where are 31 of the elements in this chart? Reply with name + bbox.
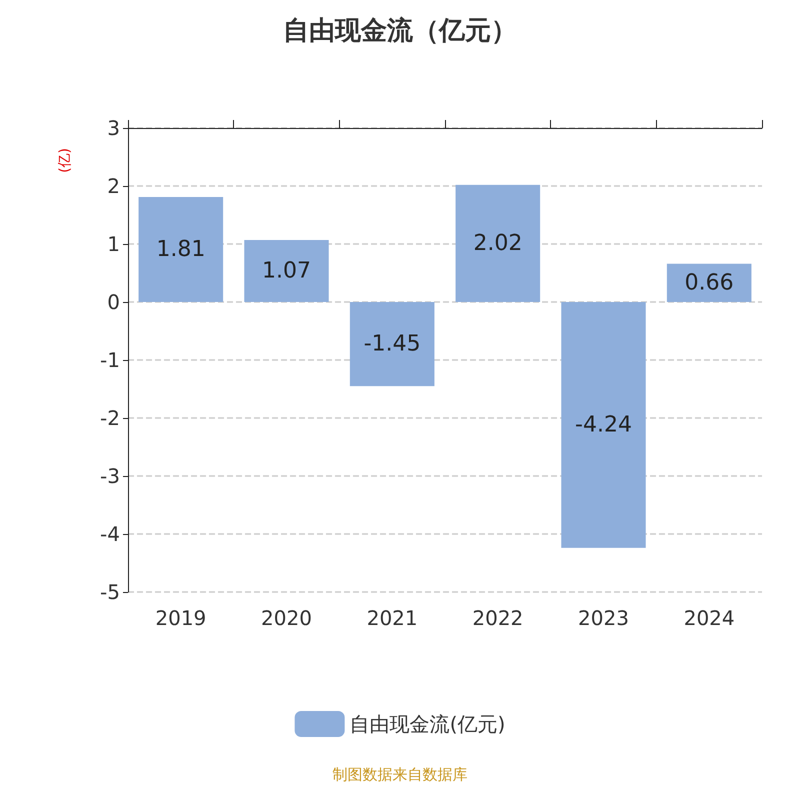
y-tick-label: 2 xyxy=(107,174,120,198)
y-axis-title: (亿) xyxy=(57,148,73,173)
y-tick-label: 1 xyxy=(107,232,120,256)
x-tick-label: 2019 xyxy=(155,606,206,630)
bar xyxy=(561,302,646,548)
y-tick-label: -5 xyxy=(100,580,120,604)
data-label: 1.07 xyxy=(262,258,311,284)
legend-label: 自由现金流(亿元) xyxy=(350,712,506,736)
bar xyxy=(244,240,329,302)
bar xyxy=(456,184,540,302)
y-tick-label: 0 xyxy=(107,290,120,314)
y-tick-label: 3 xyxy=(107,116,120,140)
x-tick-label: 2023 xyxy=(578,606,629,630)
bar xyxy=(350,302,434,386)
x-tick-label: 2024 xyxy=(684,606,735,630)
bar xyxy=(138,197,224,302)
data-label: -4.24 xyxy=(575,412,632,438)
chart-title: 自由现金流（亿元） xyxy=(283,16,517,46)
y-tick-label: -3 xyxy=(100,464,120,488)
data-label: -1.45 xyxy=(364,332,421,357)
text: 制图数据来自数据库 xyxy=(332,766,468,784)
data-label: 1.81 xyxy=(156,237,206,262)
data-label: 0.66 xyxy=(684,270,734,296)
x-tick-label: 2020 xyxy=(261,606,312,630)
y-tick-label: -4 xyxy=(100,522,120,546)
x-tick-label: 2021 xyxy=(366,606,418,630)
y-tick-label: -2 xyxy=(100,406,120,430)
bar xyxy=(666,264,752,302)
y-tick-label: -1 xyxy=(100,348,120,372)
x-tick-label: 2022 xyxy=(472,606,524,630)
data-label: 2.02 xyxy=(473,230,522,256)
